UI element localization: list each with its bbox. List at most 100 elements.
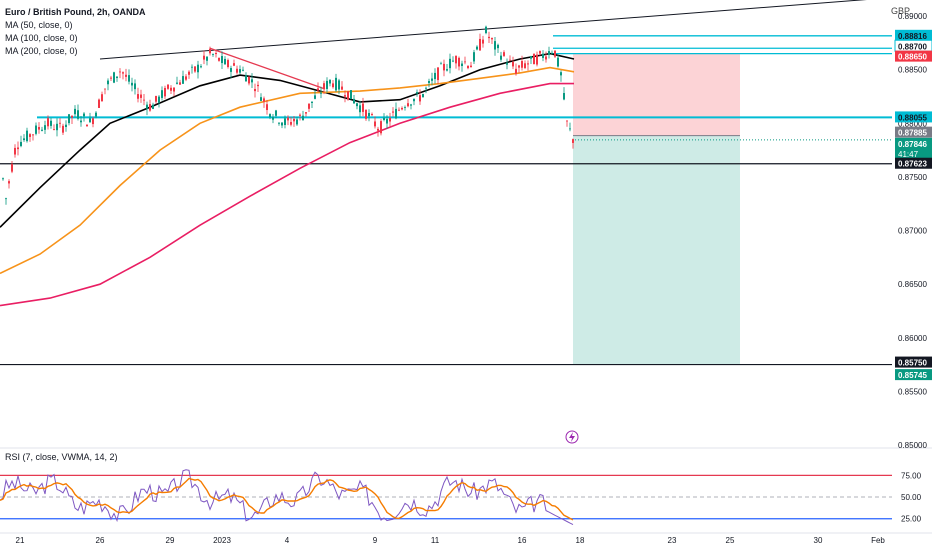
candle-body bbox=[206, 56, 208, 61]
candle-body bbox=[395, 108, 397, 119]
candle-body bbox=[353, 98, 355, 104]
candle-body bbox=[158, 96, 160, 103]
candle-body bbox=[122, 72, 124, 74]
candle-body bbox=[113, 72, 115, 83]
candle-body bbox=[35, 125, 37, 134]
price-axis-tag bbox=[895, 29, 932, 41]
candle-body bbox=[341, 86, 343, 90]
ma200-legend[interactable]: MA (200, close, 0) bbox=[5, 46, 78, 56]
candle-body bbox=[314, 95, 316, 99]
candle-body bbox=[365, 109, 367, 119]
time-tick-label: 30 bbox=[814, 536, 823, 545]
candle-body bbox=[521, 61, 523, 68]
candle-body bbox=[512, 61, 514, 67]
candle-body bbox=[164, 87, 166, 97]
upper-trendline bbox=[99, 0, 867, 60]
candle-body bbox=[125, 74, 127, 77]
price-axis-tag-label: 0.87623 bbox=[898, 160, 927, 169]
candle-body bbox=[260, 97, 262, 101]
price-axis-tag-label: 0.88700 bbox=[898, 42, 927, 51]
currency-label: GBP bbox=[890, 6, 910, 16]
candle-body bbox=[491, 38, 493, 40]
candle-body bbox=[311, 101, 313, 103]
candle-body bbox=[485, 26, 487, 34]
candle-body bbox=[263, 98, 265, 102]
candle-body bbox=[161, 90, 163, 98]
candle-body bbox=[320, 92, 322, 94]
candle-body bbox=[173, 87, 175, 92]
candle-body bbox=[497, 44, 499, 49]
candle-body bbox=[269, 114, 271, 118]
candle-body bbox=[284, 118, 286, 126]
candle-body bbox=[107, 80, 109, 85]
price-tick-label: 0.86000 bbox=[898, 334, 927, 343]
take-profit-zone bbox=[573, 135, 740, 365]
candle-body bbox=[236, 68, 238, 73]
candle-body bbox=[440, 63, 442, 65]
candle-body bbox=[374, 121, 376, 127]
candle-body bbox=[392, 111, 394, 113]
time-tick-label: 2023 bbox=[213, 536, 231, 545]
candle-body bbox=[446, 69, 448, 71]
candle-body bbox=[77, 110, 79, 119]
candle-body bbox=[326, 80, 328, 89]
candle-body bbox=[14, 147, 16, 155]
candle-body bbox=[338, 80, 340, 90]
price-axis-tag-label: 0.88816 bbox=[898, 32, 927, 41]
candle-body bbox=[194, 66, 196, 72]
rsi-level-label: 75.00 bbox=[901, 471, 922, 480]
candle-body bbox=[185, 76, 187, 80]
ma50-legend[interactable]: MA (50, close, 0) bbox=[5, 20, 73, 30]
candle-body bbox=[95, 112, 97, 117]
candle-body bbox=[566, 120, 568, 122]
candle-body bbox=[149, 104, 151, 111]
time-tick-label: 25 bbox=[726, 536, 735, 545]
candle-body bbox=[224, 58, 226, 65]
rsi-legend[interactable]: RSI (7, close, VWMA, 14, 2) bbox=[5, 452, 118, 462]
candle-body bbox=[557, 57, 559, 67]
candle-body bbox=[155, 95, 157, 102]
candle-body bbox=[452, 60, 454, 62]
candle-body bbox=[128, 75, 130, 82]
time-tick-label: 9 bbox=[373, 536, 378, 545]
candle-body bbox=[20, 141, 22, 147]
candle-body bbox=[266, 104, 268, 111]
price-tick-label: 0.89000 bbox=[898, 12, 927, 21]
candle-body bbox=[200, 66, 202, 68]
candle-body bbox=[569, 128, 571, 130]
chart-title[interactable]: Euro / British Pound, 2h, OANDA bbox=[5, 7, 146, 17]
candle-body bbox=[407, 103, 409, 107]
candle-body bbox=[245, 75, 247, 82]
price-axis-tag-label: 0.88055 bbox=[898, 113, 927, 122]
candle-body bbox=[176, 82, 178, 84]
candle-body bbox=[410, 104, 412, 106]
candle-body bbox=[53, 129, 55, 131]
candle-body bbox=[233, 63, 235, 66]
price-tick-label: 0.88000 bbox=[898, 119, 927, 128]
ma100-legend[interactable]: MA (100, close, 0) bbox=[5, 33, 78, 43]
candle-body bbox=[293, 118, 295, 122]
candle-body bbox=[476, 46, 478, 50]
candle-body bbox=[329, 79, 331, 84]
candle-body bbox=[212, 54, 214, 55]
candle-body bbox=[146, 104, 148, 109]
candle-body bbox=[305, 112, 307, 114]
ma200-line bbox=[0, 82, 574, 307]
candle-body bbox=[530, 56, 532, 59]
candle-body bbox=[41, 129, 43, 131]
candle-body bbox=[278, 122, 280, 124]
price-tick-label: 0.86500 bbox=[898, 280, 927, 289]
candle-body bbox=[116, 76, 118, 79]
candle-body bbox=[431, 78, 433, 81]
candle-body bbox=[416, 92, 418, 94]
candle-body bbox=[509, 59, 511, 61]
time-tick-label: 18 bbox=[576, 536, 585, 545]
candle-body bbox=[143, 99, 145, 101]
candle-body bbox=[89, 118, 91, 123]
candle-body bbox=[299, 114, 301, 116]
candle-body bbox=[179, 82, 181, 85]
time-tick-label: 26 bbox=[96, 536, 105, 545]
event-icon bbox=[565, 430, 579, 444]
time-tick-label: 4 bbox=[285, 536, 290, 545]
